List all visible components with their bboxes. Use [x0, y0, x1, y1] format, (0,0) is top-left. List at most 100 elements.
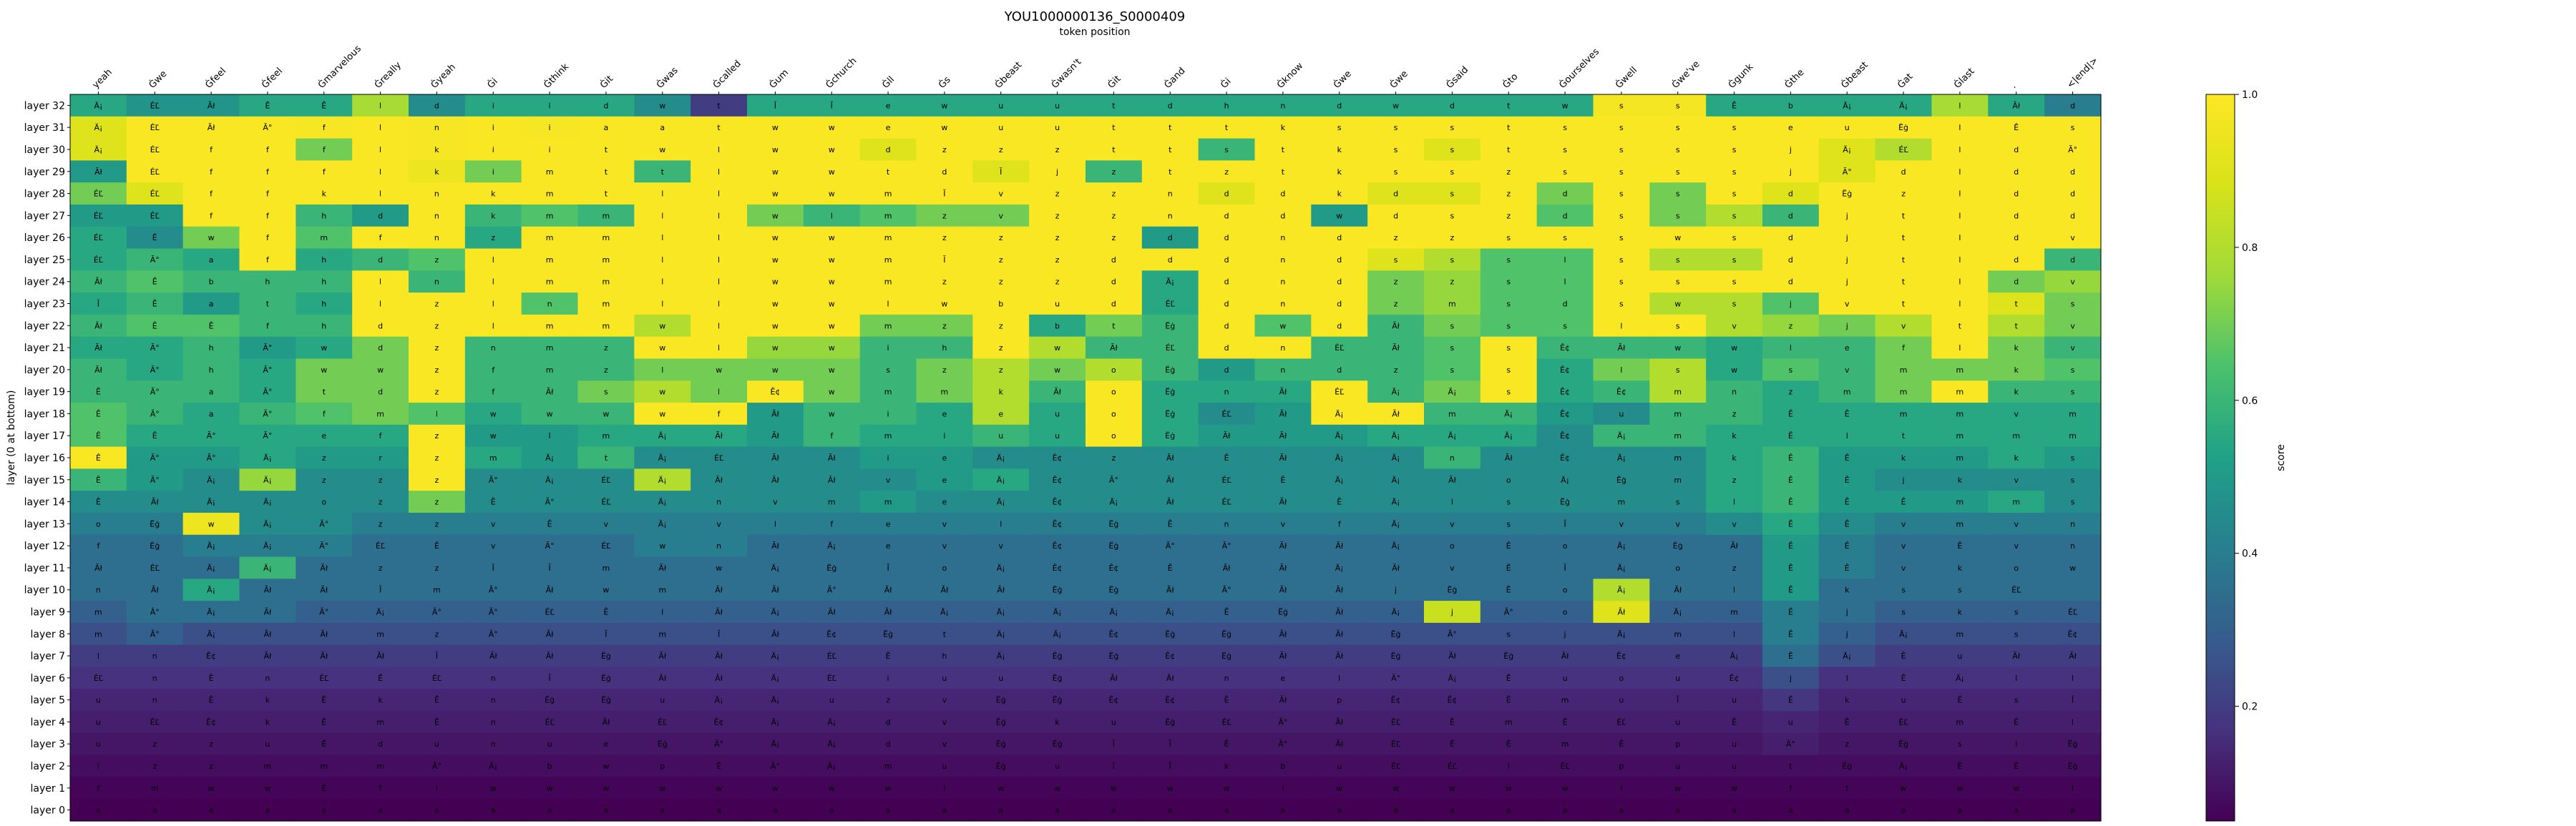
heatmap-cell [634, 138, 691, 161]
heatmap-cell [1988, 358, 2045, 381]
heatmap-frame [69, 94, 2102, 822]
cell-label: d [1224, 255, 1229, 265]
y-tick-label: layer 11 [24, 563, 65, 574]
cell-label: d [2014, 255, 2019, 265]
heatmap-cell [972, 644, 1030, 668]
heatmap-cell [1311, 446, 1368, 469]
heatmap-cell [1480, 314, 1538, 338]
cell-label: n [491, 717, 496, 727]
cell-label: o [1450, 541, 1455, 551]
x-tick-label: Ġthink [541, 60, 572, 91]
cell-label: n [434, 190, 439, 199]
heatmap-cell [1198, 601, 1256, 624]
cell-label: m [1674, 409, 1682, 418]
heatmap-cell [1762, 292, 1820, 315]
heatmap-cell [1762, 204, 1820, 227]
heatmap-cell [1141, 292, 1199, 315]
cell-label: Ã° [771, 762, 780, 771]
cell-label: m [1900, 365, 1908, 375]
x-tick-label: Ġsaid [1443, 64, 1470, 91]
cell-label: a [660, 123, 665, 132]
heatmap-cell [972, 403, 1030, 426]
heatmap-cell [1875, 160, 1933, 183]
heatmap-cell [464, 204, 522, 227]
cell-label: m [1730, 608, 1738, 617]
heatmap-cell [352, 689, 409, 712]
cell-label: Ĭ [1112, 739, 1116, 749]
cell-label: e [1788, 123, 1793, 132]
cell-label: o [1111, 409, 1116, 418]
cell-label: Ãł [1335, 652, 1344, 661]
heatmap-cell [409, 358, 466, 381]
cell-label: l [1564, 255, 1566, 265]
cell-label: z [1112, 167, 1116, 177]
heatmap-cell [1706, 534, 1763, 558]
heatmap-cell [1198, 358, 1256, 381]
heatmap-cell [803, 777, 861, 800]
heatmap-cell [747, 534, 804, 558]
cell-label: Ê [1901, 498, 1906, 507]
cell-label: l [661, 190, 663, 199]
heatmap-cell [1762, 446, 1820, 469]
heatmap-cell [352, 138, 409, 161]
heatmap-cell [2044, 534, 2102, 558]
cell-label: Ê [1788, 498, 1793, 507]
cell-label: Ëġ [1053, 586, 1063, 595]
heatmap-cell [1931, 512, 1989, 536]
heatmap-cell [296, 292, 353, 315]
y-tick-label: layer 1 [31, 783, 65, 795]
cell-label: Ä¡ [1504, 409, 1513, 418]
heatmap-cell [972, 138, 1030, 161]
cell-label: u [1111, 717, 1116, 727]
heatmap-cell [1029, 689, 1086, 712]
heatmap-cell [972, 336, 1030, 360]
heatmap-cell [1536, 711, 1594, 734]
heatmap-cell [1367, 94, 1425, 117]
cell-label: Ã° [150, 343, 160, 353]
cell-label: w [772, 343, 779, 353]
heatmap-cell [803, 204, 861, 227]
cell-label: d [1337, 321, 1342, 330]
cell-label: z [942, 321, 947, 330]
heatmap-cell [1367, 248, 1425, 271]
heatmap-cell [1424, 556, 1481, 579]
heatmap-cell [1198, 732, 1256, 756]
heatmap-cell [2044, 468, 2102, 491]
cell-label: Ĭ [999, 167, 1002, 177]
heatmap-cell [126, 534, 184, 558]
heatmap-cell [352, 248, 409, 271]
cell-label: Ĭ [1112, 762, 1116, 771]
heatmap-cell [1536, 689, 1594, 712]
heatmap-cell [577, 667, 635, 689]
cell-label: ÉĽ [319, 674, 329, 683]
heatmap-cell [1818, 644, 1876, 668]
cell-label: Ê¢ [1108, 629, 1118, 639]
cell-label: Ä¡ [1166, 608, 1174, 617]
cell-label: l [1338, 674, 1340, 683]
heatmap-cell [1141, 711, 1199, 734]
heatmap-cell [1762, 336, 1820, 360]
heatmap-cell [2044, 601, 2102, 624]
cell-label: v [942, 541, 947, 551]
cell-label: m [1505, 717, 1513, 727]
heatmap-cell [521, 534, 579, 558]
heatmap-cell [1254, 512, 1312, 536]
heatmap-cell [464, 424, 522, 448]
heatmap-cell [352, 579, 409, 601]
cell-label: Ä¡ [771, 674, 779, 683]
cell-label: Ä¡ [658, 519, 667, 528]
cell-label: s [1506, 299, 1511, 308]
cell-label: k [1732, 431, 1737, 441]
heatmap-cell [803, 248, 861, 271]
heatmap-cell [1931, 424, 1989, 448]
cell-label: s [886, 365, 890, 375]
cell-label: Ê [152, 299, 157, 308]
cell-label: s [1619, 233, 1624, 242]
cell-label: m [1900, 409, 1908, 418]
cell-label: i [887, 674, 889, 683]
heatmap-cell [182, 534, 240, 558]
heatmap-cell [1931, 468, 1989, 491]
heatmap-cell [464, 468, 522, 491]
heatmap-cell [70, 292, 127, 315]
cell-label: v [942, 519, 947, 528]
